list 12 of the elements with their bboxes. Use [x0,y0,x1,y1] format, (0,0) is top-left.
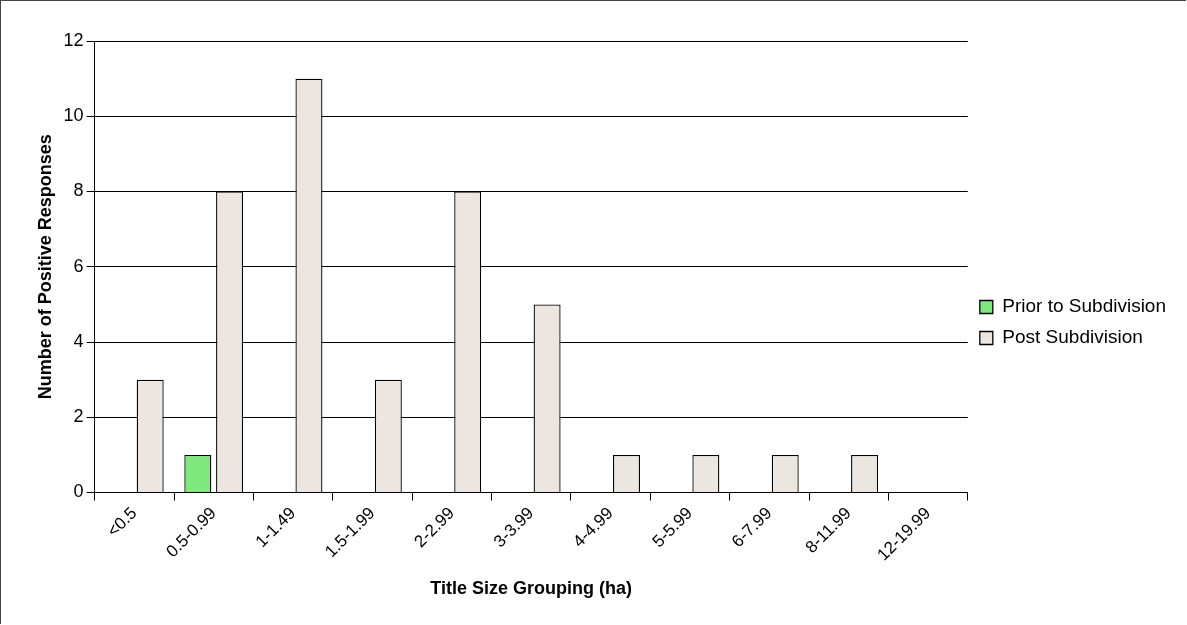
y-tick-label: 4 [73,330,84,351]
legend-label: Prior to Subdivision [1002,295,1167,317]
x-tick-label: <0.5 [103,503,141,541]
y-tick-label: 2 [73,406,84,427]
y-tick-label: 0 [73,481,84,502]
y-tick-label: 6 [73,255,84,276]
y-tick-label: 8 [73,180,84,201]
y-tick-label: 10 [63,105,84,126]
y-tick-label: 12 [63,29,84,50]
legend-label: Post Subdivision [1002,326,1143,348]
x-axis-title: Title Size Grouping (ha) [430,578,633,599]
y-axis-title: Number of Positive Responses [34,134,55,400]
